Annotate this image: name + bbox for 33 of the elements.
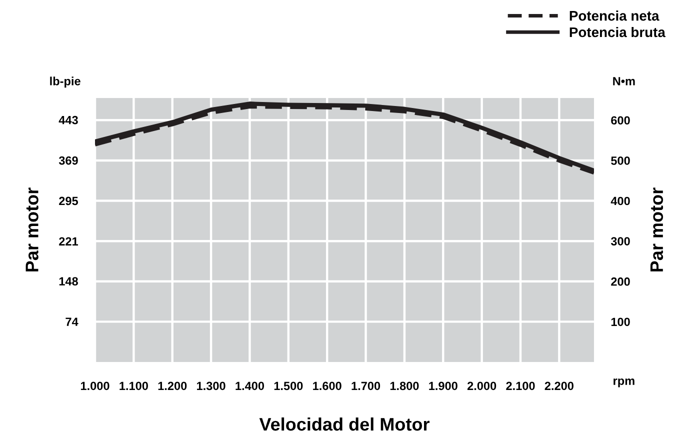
y-tick-label: 221 — [59, 237, 78, 246]
y2-tick-label: 500 — [611, 156, 630, 165]
y-tick-label: 148 — [59, 277, 78, 286]
y2-axis-title: Par motor — [650, 188, 664, 272]
x-tick-label: 1.200 — [158, 382, 187, 390]
x-tick-label: 2.200 — [544, 382, 574, 390]
y-tick-label: 74 — [66, 318, 78, 326]
text: rpm — [614, 378, 634, 388]
y-tick-label: 369 — [58, 156, 78, 165]
y2-tick-label: 100 — [611, 318, 630, 326]
x-tick-label: 1.700 — [352, 382, 380, 390]
y-tick-label: 443 — [58, 116, 78, 124]
y-axis-title: Par motor — [26, 188, 38, 272]
y2-tick-label: 200 — [611, 277, 630, 286]
legend-label: Potencia bruta — [570, 26, 666, 38]
y2-tick-label: 300 — [610, 237, 630, 246]
x-tick-label: 1.300 — [197, 382, 226, 390]
x-tick-label: 1.900 — [429, 382, 458, 390]
text: lb-pie — [50, 76, 80, 88]
x-tick-label: 1.100 — [120, 382, 148, 390]
x-tick-label: 2.100 — [506, 382, 535, 390]
x-tick-label: 1.800 — [390, 382, 419, 390]
text: N•m — [613, 77, 635, 86]
x-axis-title: Velocidad del Motor — [259, 417, 430, 431]
y-tick-label: 295 — [59, 196, 78, 206]
legend-label: Potencia neta — [570, 10, 660, 21]
x-tick-label: 1.000 — [80, 382, 110, 390]
x-tick-label: 1.500 — [274, 382, 303, 390]
y2-tick-label: 400 — [610, 196, 630, 206]
x-tick-label: 1.400 — [236, 382, 264, 390]
x-tick-label: 2.000 — [467, 382, 496, 390]
y2-tick-label: 600 — [611, 116, 630, 125]
x-tick-label: 1.600 — [313, 382, 342, 390]
